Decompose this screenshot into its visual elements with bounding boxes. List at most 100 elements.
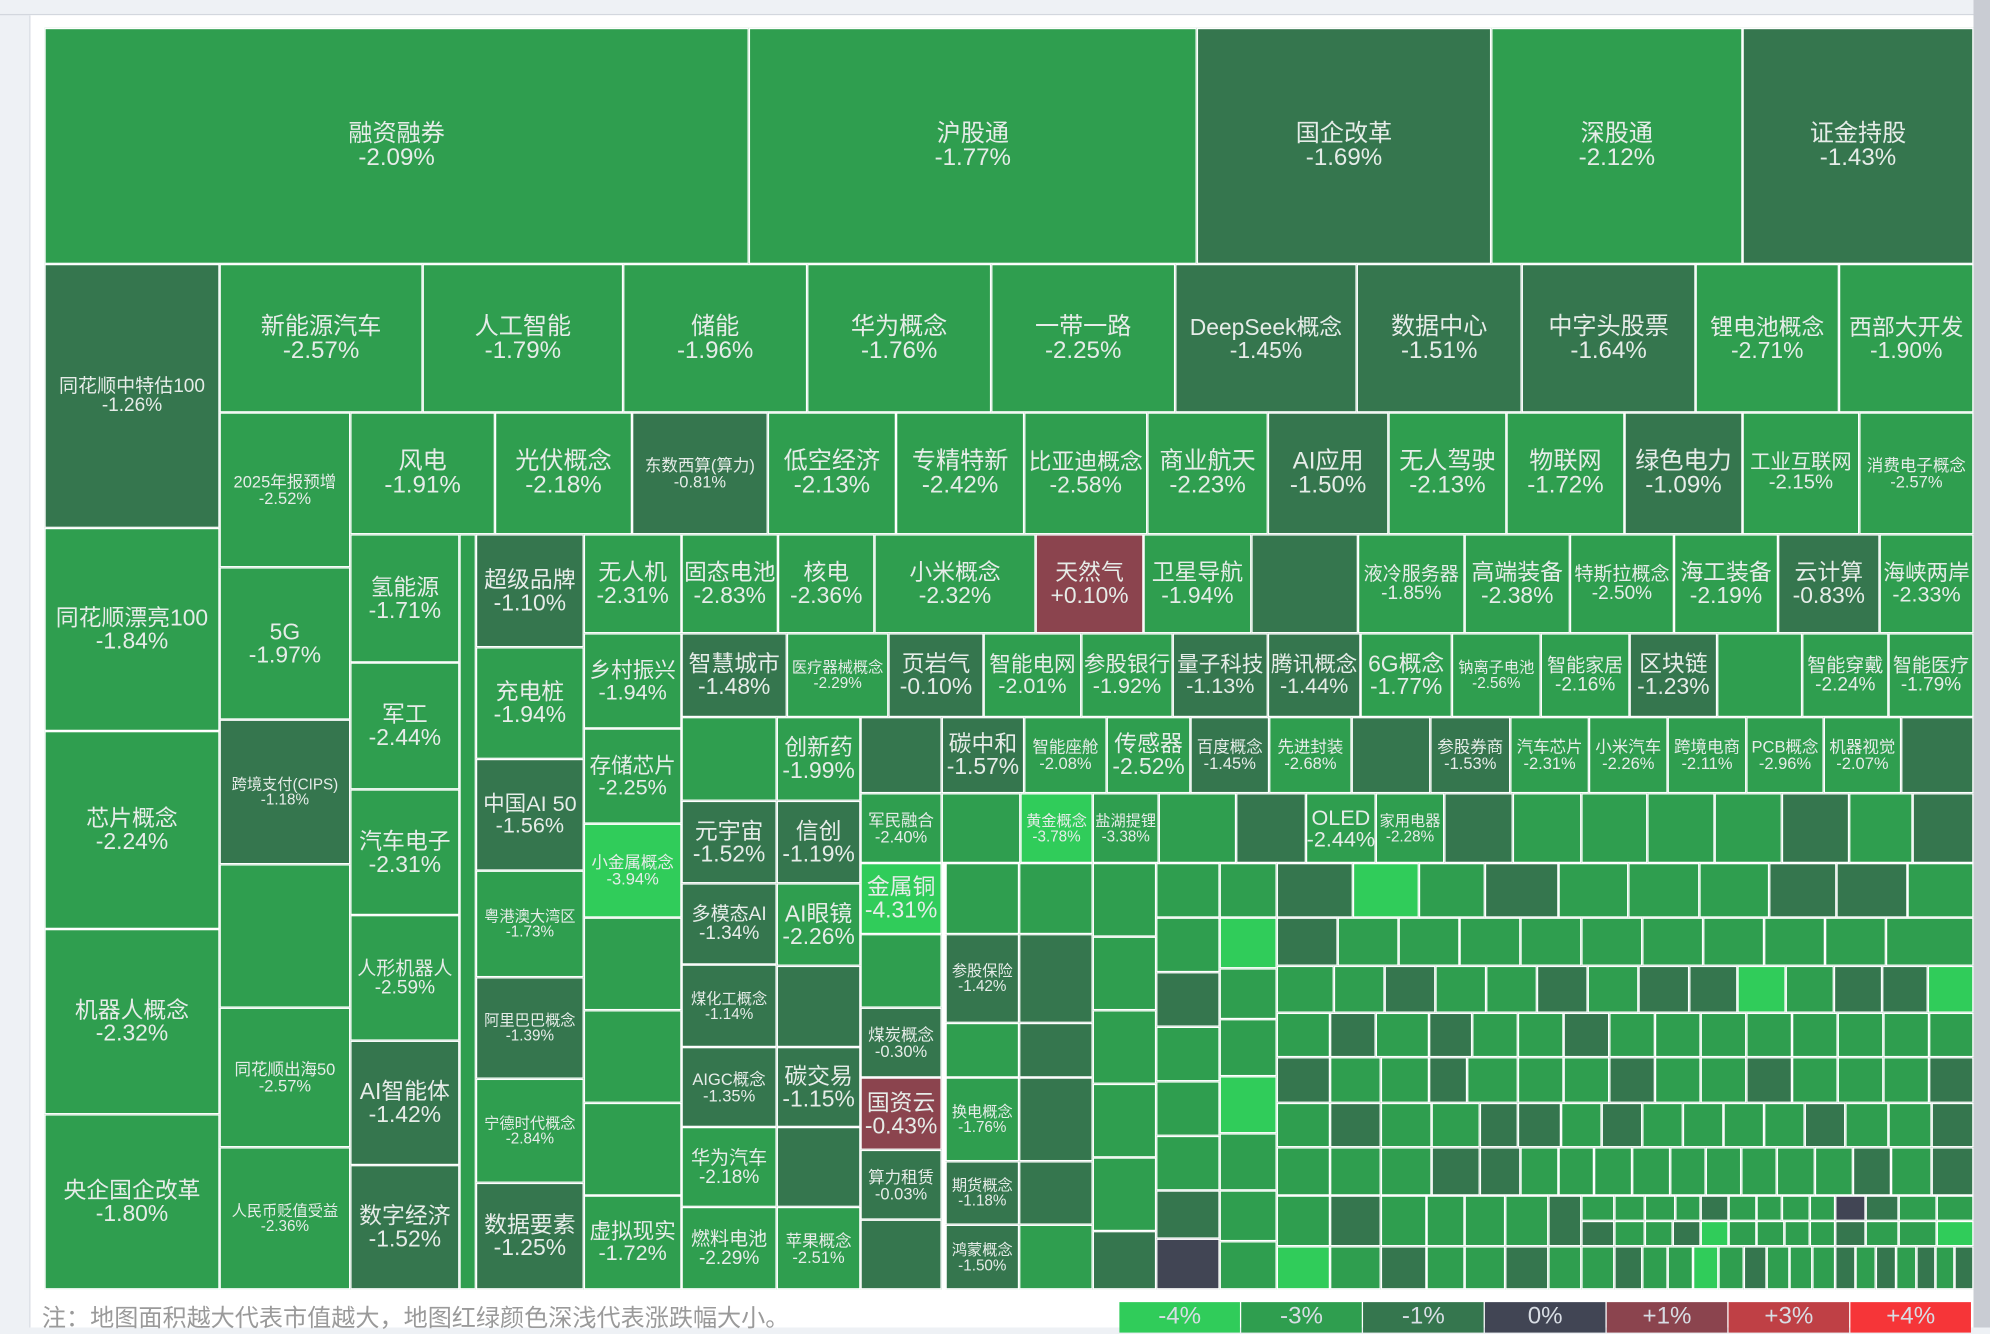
treemap-tile-unlabeled[interactable] <box>1825 917 1886 966</box>
treemap-tile-unlabeled[interactable] <box>1628 863 1700 918</box>
treemap-tile-unlabeled[interactable] <box>1276 863 1353 918</box>
treemap-tile-unlabeled[interactable] <box>1156 1238 1220 1290</box>
treemap-tile[interactable]: 芯片概念 -2.24% <box>44 731 220 930</box>
treemap-tile-unlabeled[interactable] <box>1728 1220 1757 1247</box>
treemap-tile-unlabeled[interactable] <box>1929 1057 1974 1103</box>
treemap-tile-unlabeled[interactable] <box>1929 1012 1974 1058</box>
treemap-tile[interactable]: 消费电子概念 -2.57% <box>1859 412 1974 535</box>
treemap-tile-unlabeled[interactable] <box>1614 1246 1643 1290</box>
treemap-tile-unlabeled[interactable] <box>1935 1246 1955 1290</box>
treemap-tile-unlabeled[interactable] <box>1517 1057 1564 1103</box>
treemap-tile[interactable]: 元宇宙 -1.52% <box>681 800 777 884</box>
treemap-tile-unlabeled[interactable] <box>1936 1195 1974 1221</box>
treemap-tile-unlabeled[interactable] <box>1865 1220 1899 1247</box>
treemap-tile-unlabeled[interactable] <box>860 934 942 1008</box>
treemap-tile[interactable]: 液冷服务器 -1.85% <box>1357 534 1465 634</box>
treemap-tile[interactable]: 低空经济 -2.13% <box>767 412 897 535</box>
treemap-tile-unlabeled[interactable] <box>1464 1246 1506 1290</box>
treemap-tile-unlabeled[interactable] <box>1512 793 1582 864</box>
treemap-tile-unlabeled[interactable] <box>1705 1147 1742 1196</box>
treemap-tile-unlabeled[interactable] <box>1558 863 1629 918</box>
treemap-tile-unlabeled[interactable] <box>1587 965 1639 1013</box>
treemap-tile-unlabeled[interactable] <box>1019 934 1093 1023</box>
treemap-tile-unlabeled[interactable] <box>1330 1147 1381 1196</box>
treemap-tile-unlabeled[interactable] <box>1882 965 1928 1013</box>
treemap-tile-unlabeled[interactable] <box>1594 1147 1633 1196</box>
treemap-tile[interactable]: 量子科技 -1.13% <box>1172 633 1268 718</box>
treemap-tile-unlabeled[interactable] <box>1156 1081 1220 1136</box>
treemap-tile-unlabeled[interactable] <box>1581 1246 1615 1290</box>
treemap-tile[interactable]: 高端装备 -2.38% <box>1464 534 1570 634</box>
treemap-tile-unlabeled[interactable] <box>1741 1147 1777 1196</box>
treemap-tile-unlabeled[interactable] <box>1837 1057 1884 1103</box>
treemap-tile[interactable]: 智能电网 -2.01% <box>983 633 1082 718</box>
treemap-tile-unlabeled[interactable] <box>1670 1147 1706 1196</box>
treemap-tile-unlabeled[interactable] <box>1156 1026 1220 1082</box>
treemap-tile[interactable]: 华为概念 -1.76% <box>807 263 992 413</box>
treemap-tile[interactable]: 碳交易 -1.15% <box>776 1047 861 1127</box>
treemap-tile[interactable]: 特斯拉概念 -2.50% <box>1569 534 1674 634</box>
treemap-tile-unlabeled[interactable] <box>1654 1012 1701 1058</box>
treemap-tile[interactable]: 腾讯概念 -1.44% <box>1267 633 1361 718</box>
treemap-tile-unlabeled[interactable] <box>1689 965 1738 1013</box>
treemap-tile-unlabeled[interactable] <box>1581 1195 1615 1221</box>
treemap-tile[interactable]: 证金持股 -1.43% <box>1742 27 1974 264</box>
treemap-tile-unlabeled[interactable] <box>1756 1195 1782 1221</box>
treemap-tile-unlabeled[interactable] <box>1558 1147 1595 1196</box>
treemap-tile[interactable]: 深股通 -2.12% <box>1491 27 1743 264</box>
treemap-tile-unlabeled[interactable] <box>1836 863 1908 918</box>
treemap-tile[interactable]: 风电 -1.91% <box>350 412 495 535</box>
treemap-tile-unlabeled[interactable] <box>1916 1246 1936 1290</box>
treemap-tile-unlabeled[interactable] <box>1276 1147 1331 1196</box>
treemap-tile[interactable]: 融资融券 -2.09% <box>44 27 749 264</box>
treemap-tile[interactable]: 同花顺漂亮100 -1.84% <box>44 527 220 732</box>
treemap-tile-unlabeled[interactable] <box>1804 1102 1846 1148</box>
treemap-tile-unlabeled[interactable] <box>1809 1220 1836 1247</box>
treemap-tile[interactable]: 人工智能 -1.79% <box>422 263 624 413</box>
treemap-tile-unlabeled[interactable] <box>1743 1246 1767 1290</box>
treemap-tile-unlabeled[interactable] <box>1845 1102 1889 1148</box>
treemap-tile[interactable]: 阿里巴巴概念 -1.39% <box>475 977 584 1079</box>
treemap-tile-unlabeled[interactable] <box>1891 1147 1932 1196</box>
treemap-tile-unlabeled[interactable] <box>1444 793 1513 864</box>
treemap-tile[interactable]: 沪股通 -1.77% <box>748 27 1197 264</box>
treemap-tile-unlabeled[interactable] <box>1459 917 1521 966</box>
treemap-tile-unlabeled[interactable] <box>1158 793 1237 864</box>
treemap-tile-unlabeled[interactable] <box>1380 1102 1432 1148</box>
treemap-tile-unlabeled[interactable] <box>1219 1133 1277 1191</box>
treemap-tile-unlabeled[interactable] <box>1667 1246 1694 1290</box>
treemap-tile-unlabeled[interactable] <box>1781 793 1850 864</box>
treemap-tile-unlabeled[interactable] <box>1351 717 1431 794</box>
treemap-tile[interactable]: 中字头股票 -1.64% <box>1521 263 1696 413</box>
treemap-tile[interactable]: 家用电器 -2.28% <box>1375 793 1445 864</box>
treemap-tile-unlabeled[interactable] <box>1330 1102 1381 1148</box>
treemap-tile[interactable]: 跨境支付(CIPS) -1.18% <box>219 719 351 865</box>
treemap-tile-unlabeled[interactable] <box>1479 1102 1518 1148</box>
treemap-tile-unlabeled[interactable] <box>1609 1057 1655 1103</box>
treemap-tile[interactable]: 同花顺出海50 -2.57% <box>219 1007 351 1148</box>
treemap-tile[interactable]: AI眼镜 -2.26% <box>776 883 861 966</box>
treemap-tile[interactable]: 军民融合 -2.40% <box>860 793 942 864</box>
treemap-tile[interactable]: 智能家居 -2.16% <box>1540 633 1630 718</box>
treemap-tile[interactable]: AI智能体 -1.42% <box>350 1040 460 1166</box>
treemap-tile[interactable]: 国企改革 -1.69% <box>1196 27 1492 264</box>
treemap-tile-unlabeled[interactable] <box>1156 863 1220 918</box>
treemap-tile-unlabeled[interactable] <box>1236 793 1306 864</box>
treemap-tile-unlabeled[interactable] <box>1907 863 1974 918</box>
treemap-tile[interactable]: 乡村振兴 -1.94% <box>583 633 682 729</box>
treemap-tile-unlabeled[interactable] <box>1429 1012 1473 1058</box>
treemap-tile-unlabeled[interactable] <box>1769 863 1837 918</box>
treemap-tile-unlabeled[interactable] <box>1835 1220 1866 1247</box>
treemap-tile[interactable]: 期货概念 -1.18% <box>945 1161 1020 1225</box>
treemap-tile-unlabeled[interactable] <box>1601 1102 1643 1148</box>
treemap-tile-unlabeled[interactable] <box>1812 1246 1836 1290</box>
treemap-tile-unlabeled[interactable] <box>1756 1220 1785 1247</box>
treemap-tile-unlabeled[interactable] <box>1647 793 1715 864</box>
treemap-tile-unlabeled[interactable] <box>1614 1195 1645 1221</box>
treemap-tile-unlabeled[interactable] <box>1700 1220 1729 1247</box>
treemap-tile[interactable]: 商业航天 -2.23% <box>1147 412 1268 535</box>
treemap-tile-unlabeled[interactable] <box>1520 917 1582 966</box>
treemap-tile[interactable]: 盐湖提锂 -3.38% <box>1092 793 1159 864</box>
treemap-tile-unlabeled[interactable] <box>1019 1161 1093 1225</box>
treemap-tile[interactable]: 锂电池概念 -2.71% <box>1695 263 1839 413</box>
